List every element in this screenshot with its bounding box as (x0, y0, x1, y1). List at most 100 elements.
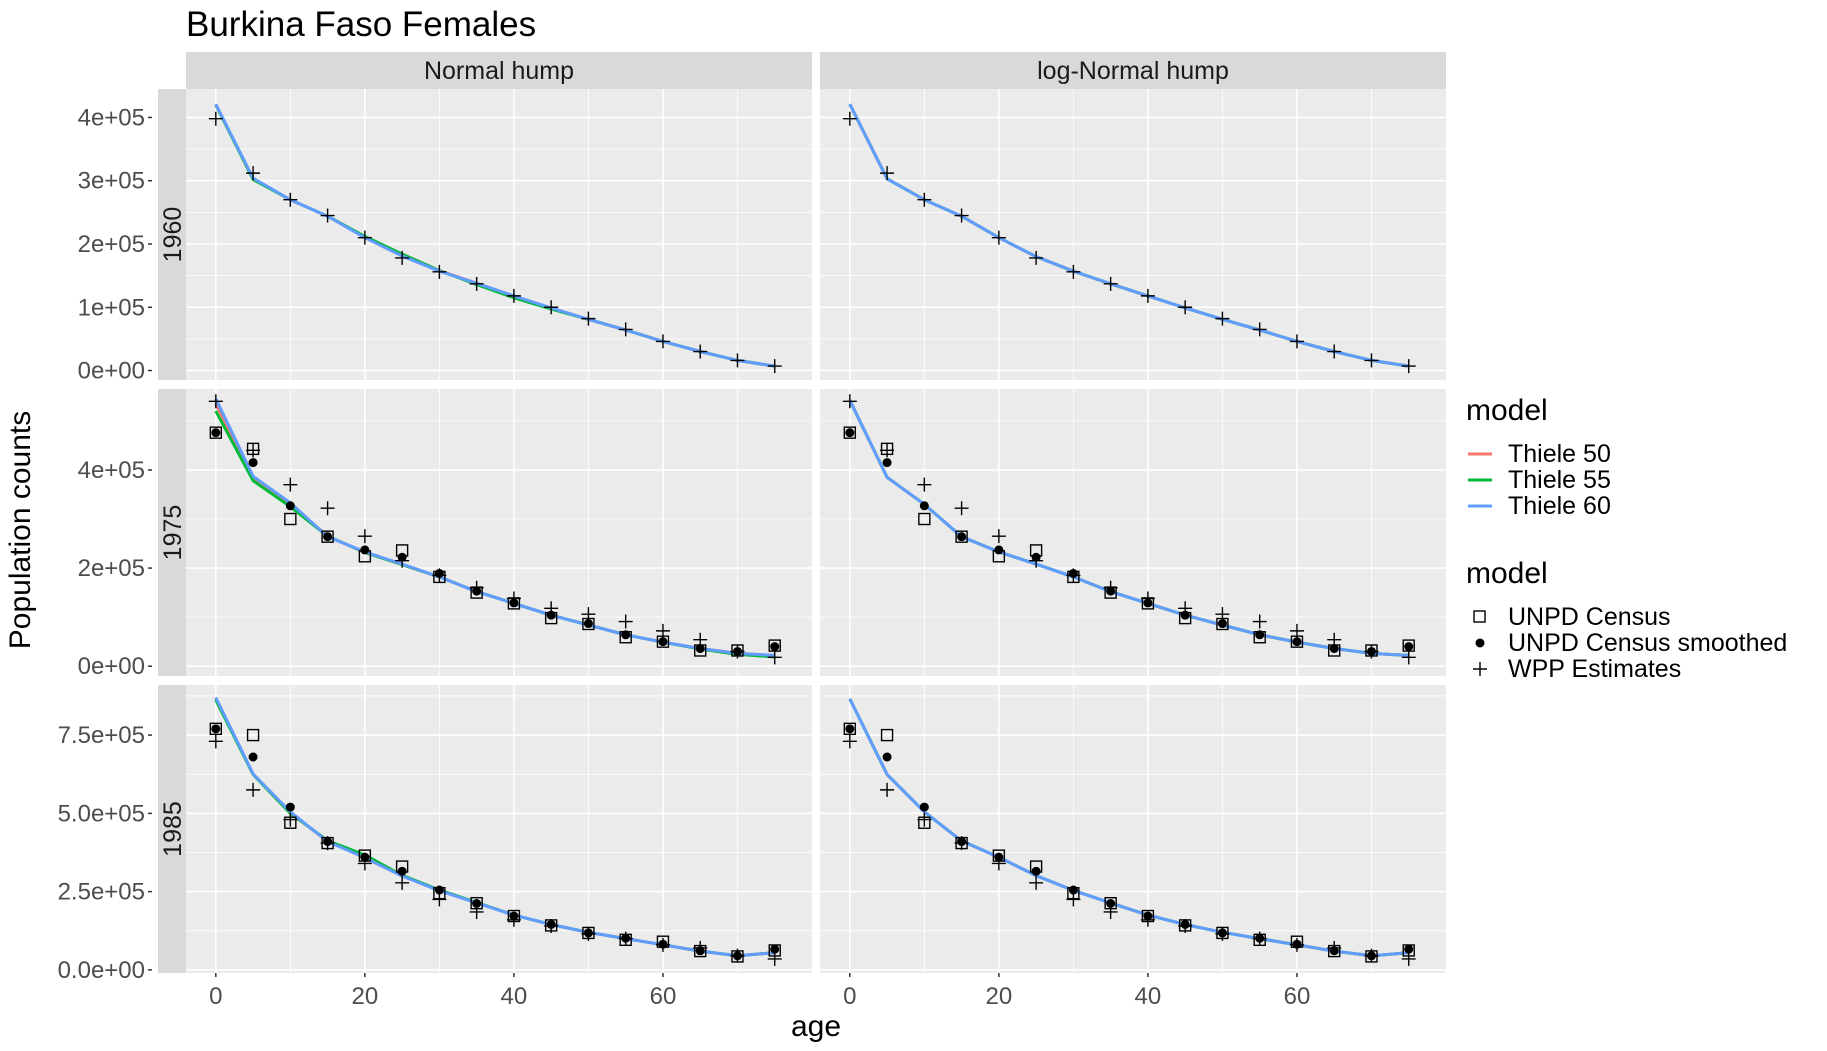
point-census (843, 426, 857, 439)
y-tick-label: 2e+05 (78, 555, 145, 582)
point-wpp (1066, 892, 1081, 907)
legend-title: model (1466, 557, 1548, 590)
point-wpp (1401, 951, 1416, 966)
point-wpp (842, 111, 857, 126)
facet-panel (186, 89, 812, 380)
point-wpp (432, 892, 447, 907)
y-tick-label: 4e+05 (78, 457, 145, 484)
facet-strip-col (186, 52, 812, 89)
facet-strip-col-label: Normal hump (424, 57, 574, 85)
point-wpp (917, 192, 932, 207)
point-wpp (469, 580, 484, 595)
point-census-smoothed (770, 944, 780, 954)
point-wpp (1215, 311, 1230, 326)
point-wpp (1029, 553, 1044, 568)
point-wpp (1364, 948, 1379, 963)
point-census-smoothed (919, 501, 929, 511)
point-wpp (320, 208, 335, 223)
y-tick-label: 2e+05 (78, 231, 145, 258)
point-census-smoothed (285, 501, 295, 511)
facet-panel (820, 389, 1446, 676)
point-wpp (954, 501, 969, 516)
point-wpp (357, 529, 372, 544)
panel-background (820, 89, 1446, 380)
point-wpp (730, 353, 745, 368)
point-wpp (1103, 904, 1118, 919)
x-tick-label: 60 (650, 983, 677, 1010)
point-wpp (1289, 334, 1304, 349)
point-wpp (1066, 264, 1081, 279)
point-wpp (1066, 568, 1081, 583)
x-tick-label: 20 (986, 983, 1013, 1010)
legend-title: model (1466, 394, 1548, 427)
point-census-smoothed (434, 885, 444, 895)
point-census-smoothed (845, 724, 855, 734)
point-wpp (357, 856, 372, 871)
panel-background (186, 685, 812, 973)
point-census-smoothed (919, 802, 929, 812)
point-wpp (246, 782, 261, 797)
facet-strip-row-label: 1985 (159, 801, 187, 857)
point-wpp (246, 443, 261, 458)
legend-key-plus (1473, 662, 1487, 676)
y-tick-label: 3e+05 (78, 168, 145, 195)
point-wpp (283, 812, 298, 827)
point-census-smoothed (323, 532, 333, 542)
point-wpp (655, 334, 670, 349)
x-tick-label: 40 (1135, 983, 1162, 1010)
legend-key-dot (1475, 638, 1485, 648)
point-wpp (1289, 937, 1304, 952)
point-wpp (1215, 926, 1230, 941)
point-census (246, 728, 260, 742)
point-census-smoothed (1404, 944, 1414, 954)
y-tick-label: 2.5e+05 (58, 879, 145, 906)
facet-panel (186, 389, 812, 676)
x-tick-label: 0 (843, 983, 856, 1010)
y-tick-label: 4e+05 (78, 104, 145, 131)
point-census-smoothed (957, 532, 967, 542)
facet-strip-col (820, 52, 1446, 89)
point-wpp (1327, 940, 1342, 955)
point-wpp (618, 931, 633, 946)
point-wpp (544, 300, 559, 315)
point-wpp (954, 836, 969, 851)
point-wpp (432, 264, 447, 279)
point-wpp (618, 614, 633, 629)
point-census-smoothed (1255, 630, 1265, 640)
legend-label: Thiele 50 (1508, 440, 1611, 468)
facet-strip-row-label: 1975 (159, 505, 187, 561)
point-wpp (767, 650, 782, 665)
point-wpp (1103, 276, 1118, 291)
point-census (209, 722, 223, 736)
point-wpp (506, 288, 521, 303)
point-wpp (469, 904, 484, 919)
point-wpp (693, 344, 708, 359)
point-wpp (767, 951, 782, 966)
point-census-smoothed (360, 545, 370, 555)
point-wpp (917, 812, 932, 827)
point-census-smoothed (882, 752, 892, 762)
point-census-smoothed (1292, 637, 1302, 647)
point-wpp (730, 948, 745, 963)
point-wpp (581, 926, 596, 941)
point-census-smoothed (583, 619, 593, 629)
point-census-smoothed (211, 428, 221, 438)
point-wpp (246, 166, 261, 181)
point-census-smoothed (1404, 642, 1414, 652)
point-wpp (880, 166, 895, 181)
point-wpp (1178, 300, 1193, 315)
point-wpp (842, 394, 857, 409)
point-wpp (1327, 344, 1342, 359)
facet-panel (820, 89, 1446, 380)
panel-background (820, 685, 1446, 973)
point-wpp (395, 875, 410, 890)
point-wpp (842, 734, 857, 749)
point-census (955, 530, 968, 543)
legend-key-square (1473, 610, 1486, 623)
point-wpp (1401, 650, 1416, 665)
point-census (880, 728, 894, 742)
point-census-smoothed (770, 642, 780, 652)
facet-strip-row-label: 1960 (159, 207, 187, 263)
point-wpp (991, 529, 1006, 544)
